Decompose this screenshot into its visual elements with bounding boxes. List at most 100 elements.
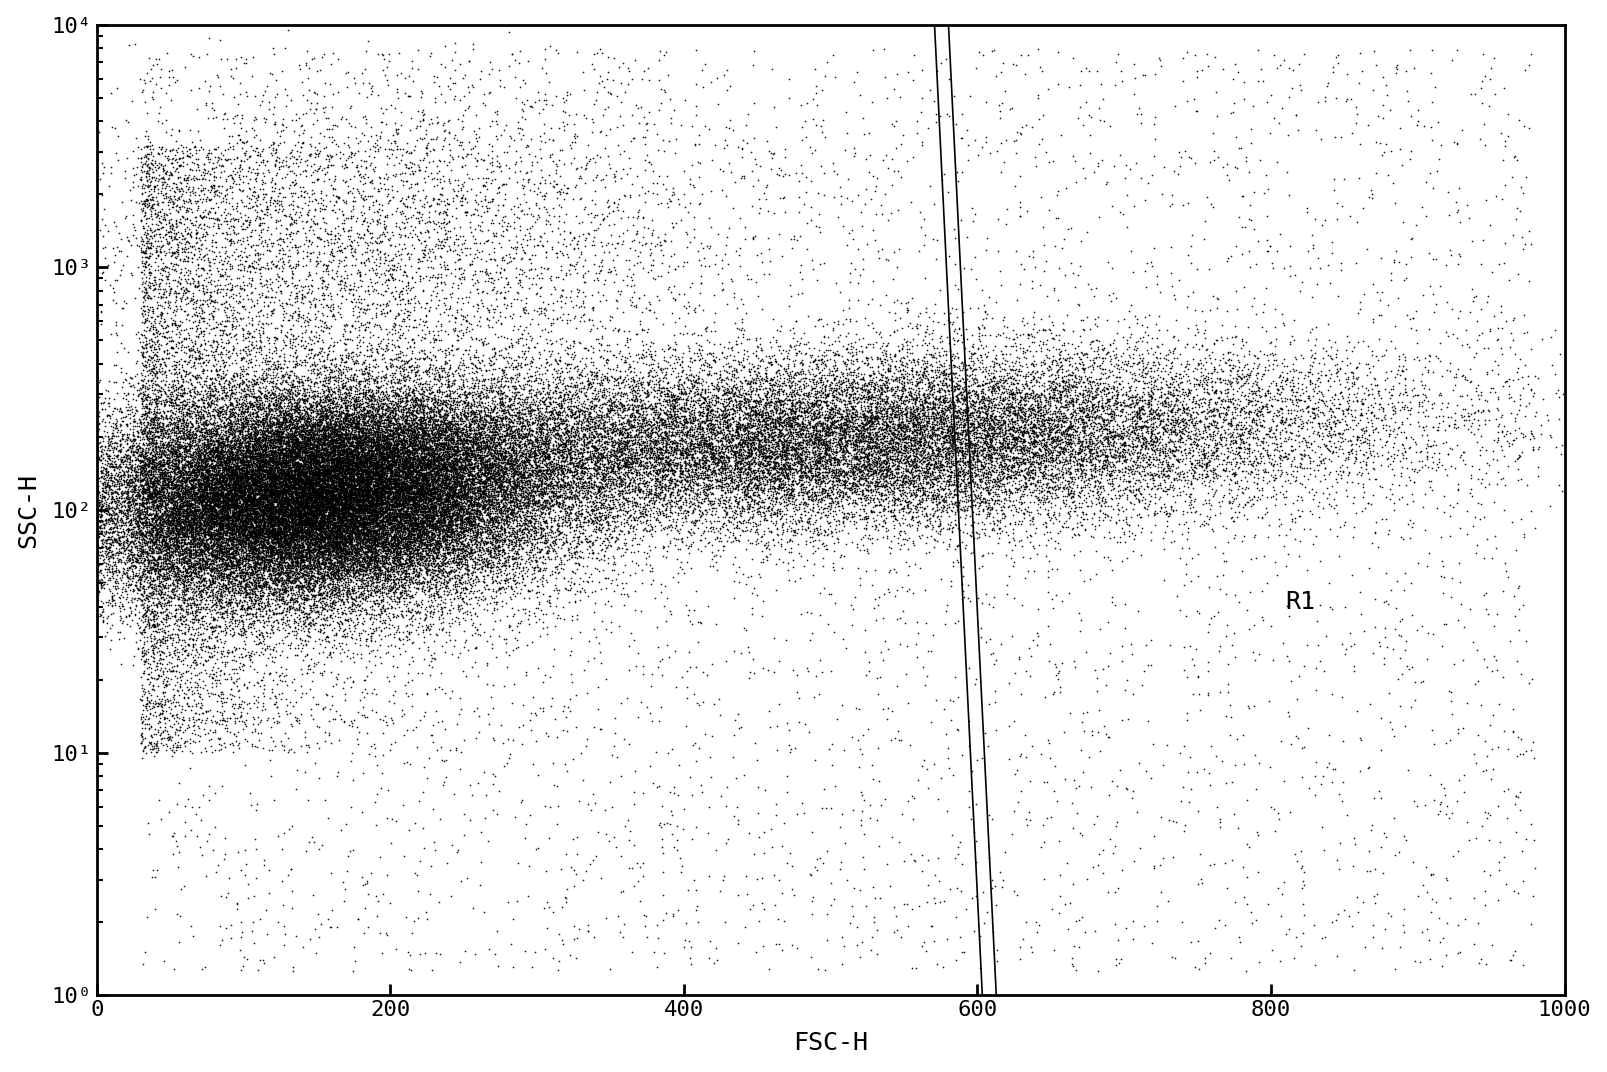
Point bbox=[1073, 401, 1099, 418]
Point bbox=[138, 73, 164, 90]
Point bbox=[313, 419, 339, 436]
Point bbox=[463, 528, 489, 546]
Point bbox=[252, 435, 278, 452]
Point bbox=[341, 430, 366, 447]
Point bbox=[291, 382, 317, 399]
Point bbox=[241, 473, 267, 490]
Point bbox=[1094, 368, 1120, 385]
Point bbox=[333, 511, 358, 528]
Point bbox=[191, 571, 217, 589]
Point bbox=[469, 414, 495, 431]
Point bbox=[321, 523, 347, 540]
Point bbox=[606, 406, 632, 423]
Point bbox=[622, 390, 648, 407]
Point bbox=[289, 249, 315, 266]
Point bbox=[757, 465, 783, 482]
Point bbox=[209, 465, 235, 482]
Point bbox=[705, 393, 731, 411]
Point bbox=[281, 549, 307, 566]
Point bbox=[669, 427, 694, 444]
Point bbox=[853, 509, 879, 526]
Point bbox=[331, 552, 357, 569]
Point bbox=[251, 298, 276, 315]
Point bbox=[1294, 203, 1319, 220]
Point bbox=[265, 427, 291, 444]
Point bbox=[1343, 429, 1369, 446]
Point bbox=[484, 487, 509, 504]
Point bbox=[268, 485, 294, 502]
Point bbox=[309, 511, 334, 528]
Point bbox=[543, 477, 569, 494]
Point bbox=[566, 383, 591, 400]
Point bbox=[149, 702, 175, 719]
Point bbox=[268, 362, 294, 379]
Point bbox=[424, 438, 450, 456]
Point bbox=[762, 418, 787, 435]
Point bbox=[312, 435, 337, 452]
Point bbox=[847, 476, 873, 493]
Point bbox=[309, 551, 334, 568]
Point bbox=[355, 478, 381, 495]
Point bbox=[1485, 418, 1511, 435]
Point bbox=[177, 537, 202, 554]
Point bbox=[132, 536, 157, 553]
Point bbox=[275, 501, 301, 518]
Point bbox=[1278, 437, 1303, 455]
Point bbox=[227, 502, 252, 519]
Point bbox=[402, 393, 427, 411]
Point bbox=[270, 490, 296, 507]
Point bbox=[96, 583, 122, 600]
Point bbox=[1157, 383, 1183, 400]
Point bbox=[450, 435, 476, 452]
Point bbox=[1130, 405, 1155, 422]
Point bbox=[1114, 405, 1139, 422]
Point bbox=[301, 561, 326, 578]
Point bbox=[440, 452, 466, 470]
Point bbox=[241, 457, 267, 474]
Point bbox=[739, 356, 765, 373]
Point bbox=[145, 485, 170, 502]
Point bbox=[440, 496, 466, 513]
Point bbox=[485, 472, 511, 489]
Point bbox=[407, 544, 432, 561]
Point bbox=[222, 415, 247, 432]
Point bbox=[259, 552, 284, 569]
Point bbox=[1253, 346, 1279, 363]
Point bbox=[347, 460, 373, 477]
Point bbox=[299, 429, 325, 446]
Point bbox=[522, 453, 548, 471]
Point bbox=[495, 538, 521, 555]
Point bbox=[362, 466, 387, 483]
Point bbox=[593, 447, 619, 464]
Point bbox=[646, 51, 672, 69]
Point bbox=[733, 421, 759, 438]
Point bbox=[206, 473, 231, 490]
Point bbox=[148, 425, 174, 442]
Point bbox=[166, 590, 191, 607]
Point bbox=[887, 437, 913, 455]
Point bbox=[458, 544, 484, 561]
Point bbox=[272, 583, 297, 600]
Point bbox=[710, 502, 736, 519]
Point bbox=[558, 539, 583, 556]
Point bbox=[419, 402, 445, 419]
Point bbox=[188, 537, 214, 554]
Point bbox=[297, 428, 323, 445]
Point bbox=[1122, 437, 1147, 455]
Point bbox=[382, 422, 408, 440]
Point bbox=[225, 582, 251, 599]
Point bbox=[472, 407, 498, 425]
Point bbox=[1228, 433, 1253, 450]
Point bbox=[214, 285, 239, 302]
Point bbox=[166, 544, 191, 561]
Point bbox=[489, 462, 514, 479]
Point bbox=[434, 477, 460, 494]
Point bbox=[402, 436, 427, 453]
Point bbox=[495, 476, 521, 493]
Point bbox=[108, 511, 133, 528]
Point bbox=[244, 457, 270, 474]
Point bbox=[270, 544, 296, 561]
Point bbox=[694, 470, 720, 487]
Point bbox=[301, 463, 326, 480]
Point bbox=[363, 415, 389, 432]
